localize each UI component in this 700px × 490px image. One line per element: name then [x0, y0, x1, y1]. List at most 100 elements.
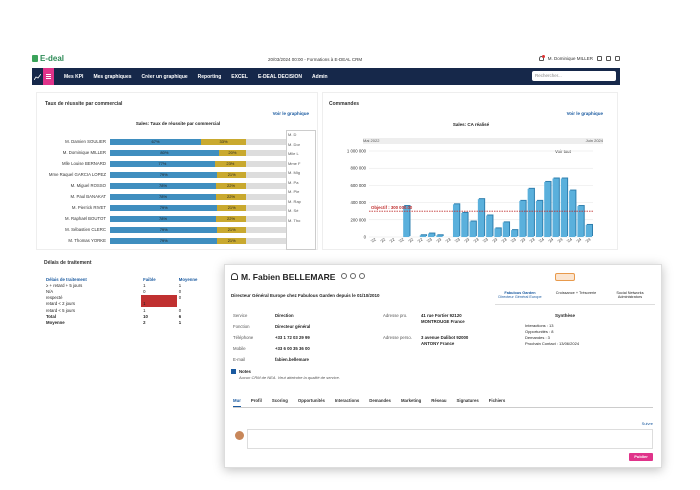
list-item[interactable]: M. D	[288, 132, 297, 137]
nav-item-kpi[interactable]: Mes KPI	[64, 73, 84, 80]
tab[interactable]: Signatures	[456, 398, 479, 403]
star-icon[interactable]	[341, 273, 347, 279]
stacked-bar[interactable]: 79% 21%	[110, 226, 286, 233]
tab[interactable]: Opportunités	[297, 398, 325, 403]
list-item[interactable]: M. Sé	[288, 208, 299, 213]
stacked-bar[interactable]: 79% 21%	[110, 171, 286, 178]
nav-item-graphs[interactable]: Mes graphiques	[93, 73, 132, 80]
list-item[interactable]: M. Dor	[288, 141, 300, 147]
show-all-button[interactable]: Voir tout	[555, 149, 571, 154]
table-row[interactable]: Mme Raquel GARCIA LOPEZ 79% 21%	[37, 171, 286, 178]
win-segment: 78%	[110, 182, 217, 189]
bar-shadow	[437, 234, 444, 236]
table-row[interactable]: M. Miguel ROSSO 78% 22%	[37, 182, 286, 189]
settings-icon[interactable]	[615, 56, 620, 61]
stacked-bar[interactable]: 78% 22%	[110, 215, 286, 222]
lose-segment: 33%	[201, 138, 246, 145]
company-tab-3[interactable]: Social Networks Administrators	[616, 291, 644, 299]
panel-title: Taux de réussite par commercial	[45, 101, 123, 107]
range-slider[interactable]: Mai 2022 Juin 2024	[363, 138, 603, 144]
nav-item-excel[interactable]: EXCEL	[231, 73, 248, 80]
bar	[511, 230, 518, 237]
nav-item-decision[interactable]: E-DEAL DECISION	[257, 73, 303, 80]
table-row[interactable]: M. Thomas YORKE 79% 21%	[37, 237, 286, 244]
table-row[interactable]: Mlle Louise BERNARD 77% 23%	[37, 160, 286, 167]
field-value[interactable]: fabien.bellemare	[275, 357, 309, 362]
field-value[interactable]: +33 6 00 35 36 00	[275, 346, 310, 351]
session-info[interactable]: 20/03/2024 00:00 - Formations à E-DEAL C…	[268, 57, 363, 62]
checkbox[interactable]	[231, 369, 236, 374]
chart-title: Sales: CA réalisé	[452, 122, 490, 127]
calendar-icon[interactable]	[597, 56, 602, 61]
empty-segment	[245, 237, 286, 244]
list-item[interactable]: M. Rap	[288, 198, 301, 204]
y-tick-label: 0	[364, 235, 367, 240]
list-item[interactable]: M. Mig	[288, 170, 300, 175]
edit-icon[interactable]	[350, 273, 356, 279]
view-chart-link[interactable]: Voir le graphique	[272, 111, 309, 116]
table-row[interactable]: M. Dominique MILLER 80% 20%	[37, 149, 286, 156]
empty-segment	[245, 160, 286, 167]
company-link[interactable]: Fabulous Garden Directeur Général Europe	[498, 291, 542, 299]
row-label: M. Damien SOULIER	[65, 139, 106, 144]
field-value[interactable]: +33 1 72 03 29 99	[275, 335, 310, 340]
view-chart-link[interactable]: Voir le graphique	[566, 111, 603, 116]
document-icon[interactable]	[606, 56, 611, 61]
win-segment: 79%	[110, 237, 218, 244]
contact-name: M. Fabien BELLEMARE	[241, 272, 336, 282]
list-item[interactable]: M. Pie	[288, 189, 300, 194]
follow-link[interactable]: Suivre	[641, 421, 653, 426]
nav-item-admin[interactable]: Admin	[312, 73, 328, 80]
field-label: E-mail	[233, 357, 246, 362]
tab[interactable]: Fichiers	[488, 398, 506, 403]
list-item[interactable]: Mlle L	[288, 151, 299, 156]
search-input[interactable]: Rechercher...	[532, 71, 616, 81]
table-row[interactable]: M. Sébastien CLERC 79% 21%	[37, 226, 286, 233]
tab[interactable]: Réseau	[431, 398, 447, 403]
bar	[569, 190, 576, 237]
app-logo[interactable]: E-deal	[32, 54, 64, 63]
stacked-bar[interactable]: 77% 23%	[110, 160, 286, 167]
list-item[interactable]: M. Tho	[288, 217, 301, 223]
link-icon[interactable]	[359, 273, 365, 279]
field-value[interactable]: Directeur général	[275, 324, 311, 329]
col-header[interactable]: Délais de traitement	[46, 276, 87, 282]
tab[interactable]: Scoring	[271, 398, 288, 403]
publish-button[interactable]: Publier	[629, 453, 653, 461]
tab[interactable]: Interactions	[334, 398, 360, 403]
list-item[interactable]: M. Pa	[288, 179, 299, 185]
stacked-bar[interactable]: 79% 21%	[110, 237, 286, 244]
field-value[interactable]: Direction	[275, 313, 294, 318]
legend-list[interactable]: M. D M. Dor Mlle L Mme F M. Mig M. Pa M. Pie M.…	[286, 130, 316, 250]
dashboard-icon[interactable]	[32, 68, 43, 85]
bar-rows: M. Damien SOULIER 67% 33% M. Dominique MILL…	[37, 138, 319, 248]
table-row[interactable]: M. Damien SOULIER 67% 33%	[37, 138, 286, 145]
stacked-bar[interactable]: 78% 22%	[110, 182, 286, 189]
stacked-bar[interactable]: 78% 22%	[110, 193, 286, 200]
tab[interactable]: Demandes	[369, 398, 391, 403]
nav-item-create-graph[interactable]: Créer un graphique	[141, 73, 188, 80]
tab[interactable]: Marketing	[400, 398, 422, 403]
stacked-bar[interactable]: 80% 20%	[110, 149, 286, 156]
x-tick-label: '23	[463, 236, 471, 244]
menu-icon[interactable]	[43, 68, 54, 85]
post-input[interactable]	[247, 429, 653, 449]
table-row[interactable]: M. Paul BANAKAT 78% 22%	[37, 193, 286, 200]
tab[interactable]: Profil	[250, 398, 262, 403]
user-name[interactable]: M. Dominique MILLER	[547, 56, 593, 61]
col-header[interactable]: Faible	[143, 276, 156, 282]
tab[interactable]: Mur	[233, 398, 241, 407]
table-cell: Total	[46, 313, 56, 319]
list-item[interactable]: Mme F	[288, 160, 301, 166]
company-tab-2[interactable]: Croissance + Trésorerie	[555, 291, 597, 295]
x-tick-label: '24	[575, 236, 583, 244]
stacked-bar[interactable]: 67% 33%	[110, 138, 286, 145]
table-cell: 0	[178, 307, 182, 313]
bell-icon[interactable]	[538, 55, 545, 61]
status-badge[interactable]	[555, 273, 575, 281]
table-row[interactable]: M. Pierrick RIVET 79% 21%	[37, 204, 286, 211]
col-header[interactable]: Moyenne	[178, 276, 198, 282]
table-row[interactable]: M. Raphaël BOUTOT 78% 22%	[37, 215, 286, 222]
nav-item-reporting[interactable]: Reporting	[197, 73, 222, 80]
stacked-bar[interactable]: 79% 21%	[110, 204, 286, 211]
